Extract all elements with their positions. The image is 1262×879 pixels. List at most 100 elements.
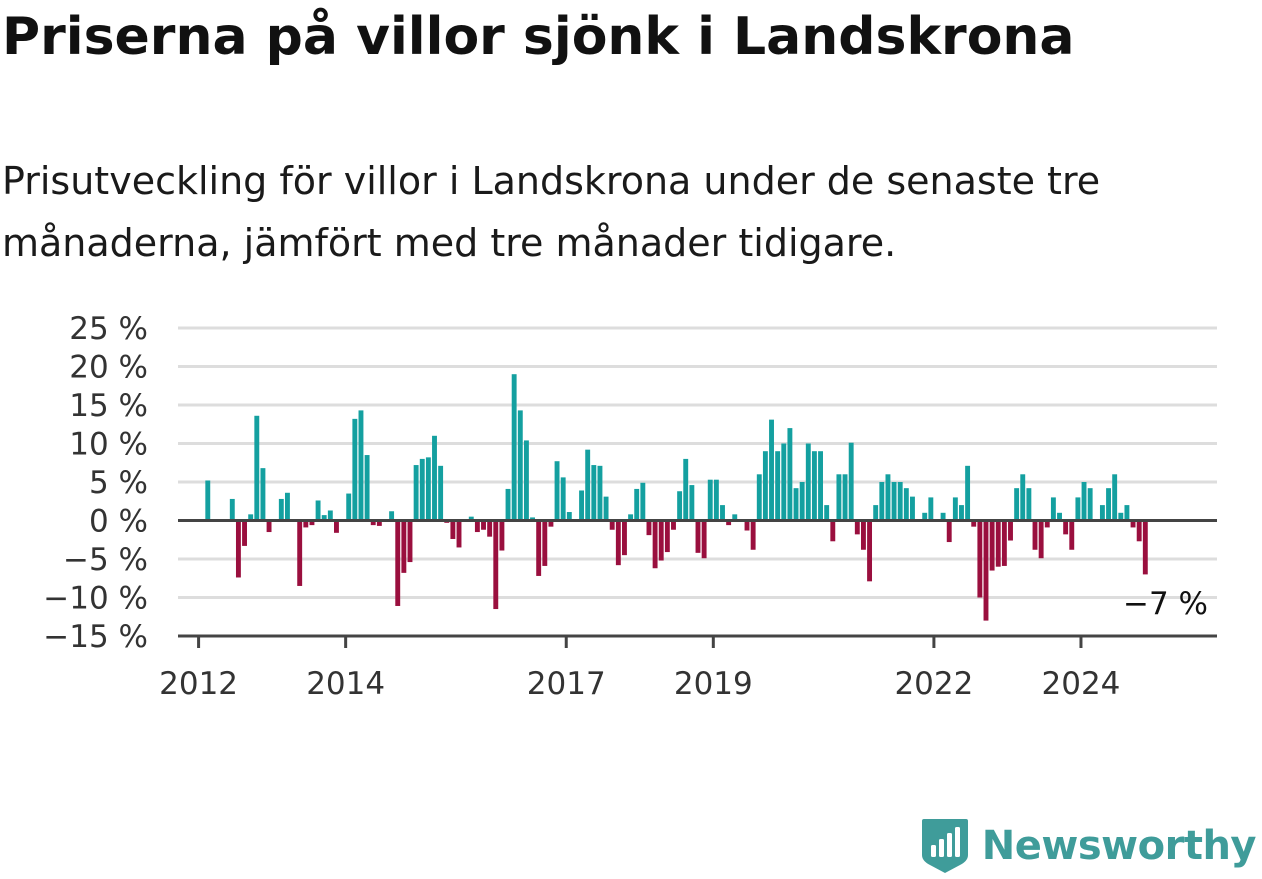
bar xyxy=(879,482,885,521)
bar xyxy=(609,520,615,530)
bar xyxy=(971,520,977,527)
bar xyxy=(450,520,456,539)
bar xyxy=(432,435,437,521)
bar xyxy=(413,465,419,521)
bar xyxy=(554,461,560,521)
bar xyxy=(499,520,505,551)
bar xyxy=(1057,512,1062,521)
bar xyxy=(407,520,413,563)
bar xyxy=(468,516,474,521)
bar xyxy=(327,510,333,521)
bar xyxy=(266,520,272,533)
y-tick-label: 25 % xyxy=(69,311,148,347)
bar xyxy=(867,520,873,582)
bar xyxy=(664,520,670,553)
bar xyxy=(517,410,523,521)
bar xyxy=(903,488,909,521)
bar xyxy=(346,493,352,521)
bar xyxy=(242,520,247,546)
bar xyxy=(732,514,738,521)
bar xyxy=(836,474,842,521)
bar xyxy=(959,505,964,521)
newsworthy-icon xyxy=(921,819,968,873)
bar xyxy=(1130,520,1136,528)
bar xyxy=(885,474,891,521)
bar xyxy=(505,488,511,521)
bar xyxy=(634,488,640,521)
bar xyxy=(376,520,382,526)
bar xyxy=(370,520,376,526)
bar xyxy=(928,497,934,521)
bar xyxy=(474,520,480,533)
x-tick-label: 2022 xyxy=(894,666,973,702)
bar xyxy=(640,482,646,521)
bar xyxy=(579,490,585,521)
bar xyxy=(677,491,683,521)
bar xyxy=(1026,488,1032,521)
y-tick-label: 5 % xyxy=(89,465,148,501)
bar xyxy=(1050,497,1056,521)
bar xyxy=(1075,497,1081,521)
bar xyxy=(1032,520,1038,550)
bar xyxy=(254,415,260,521)
y-tick-label: 15 % xyxy=(69,388,148,424)
bar xyxy=(1142,520,1148,575)
y-tick-label: −15 % xyxy=(43,619,148,655)
logo-text: Newsworthy xyxy=(981,823,1257,869)
bar xyxy=(830,520,836,542)
y-tick-label: −5 % xyxy=(63,542,148,578)
bar xyxy=(824,505,830,521)
bar xyxy=(1106,488,1111,521)
bar xyxy=(1118,512,1124,521)
newsworthy-logo: Newsworthy xyxy=(920,817,1257,875)
bar xyxy=(235,520,241,578)
bar xyxy=(493,520,499,610)
bar xyxy=(983,520,989,621)
bar xyxy=(707,479,713,521)
bar xyxy=(891,482,897,521)
bar xyxy=(395,520,401,606)
bar xyxy=(284,492,290,521)
bar xyxy=(683,458,689,521)
bar xyxy=(989,520,995,571)
x-tick-label: 2012 xyxy=(159,666,238,702)
bar xyxy=(695,520,701,553)
bar xyxy=(793,488,799,521)
bar xyxy=(389,511,395,521)
bar xyxy=(787,428,793,521)
bar xyxy=(615,520,621,566)
bar xyxy=(652,520,658,569)
bar xyxy=(548,520,554,527)
bar xyxy=(977,520,983,598)
bar xyxy=(364,455,370,521)
bar xyxy=(481,520,486,530)
bar xyxy=(799,482,805,521)
bar xyxy=(566,512,572,521)
bar xyxy=(995,520,1001,567)
chart-title: Priserna på villor sjönk i Landskrona xyxy=(2,7,1075,67)
bar xyxy=(720,505,725,521)
bar xyxy=(952,497,958,521)
bar xyxy=(775,451,781,521)
bar xyxy=(603,496,609,521)
bar xyxy=(1087,488,1093,521)
bar xyxy=(560,477,566,521)
y-tick-label: 20 % xyxy=(69,350,148,386)
bar xyxy=(726,520,732,526)
bar xyxy=(671,520,676,530)
bar xyxy=(591,465,597,521)
bar xyxy=(860,520,866,550)
bar xyxy=(303,520,309,528)
bar xyxy=(646,520,652,536)
last-value-label: −7 % xyxy=(1123,586,1208,622)
bar xyxy=(523,440,529,521)
bar xyxy=(1063,520,1069,535)
bar xyxy=(689,485,695,521)
bar xyxy=(1112,474,1118,521)
bar xyxy=(585,449,591,521)
y-tick-label: −10 % xyxy=(43,581,148,617)
bar xyxy=(965,465,971,521)
bar xyxy=(756,474,762,521)
bar xyxy=(842,474,848,521)
axes: 25 %20 %15 %10 %5 %0 %−5 %−10 %−15 % 2012… xyxy=(43,311,1217,702)
